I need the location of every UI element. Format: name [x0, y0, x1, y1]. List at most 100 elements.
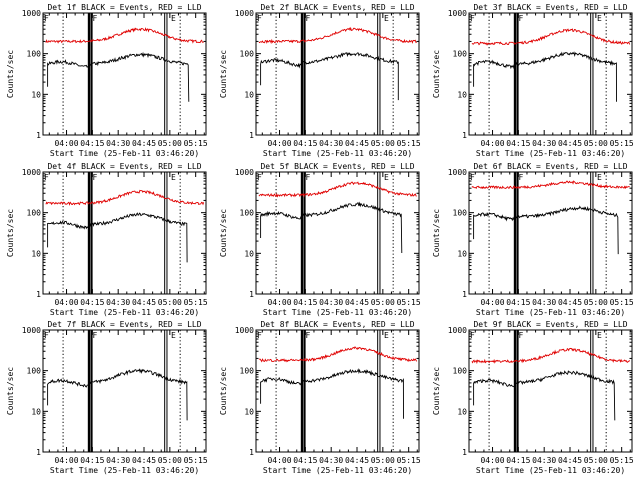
region-marker: F [518, 331, 523, 340]
series-events-line [47, 368, 188, 421]
y-tick-label: 10 [31, 407, 41, 416]
x-tick-label: 05:15 [184, 456, 208, 465]
y-tick-label: 100 [27, 367, 42, 376]
plot-frame [468, 171, 633, 295]
region-marker: F [257, 14, 262, 23]
x-tick-label: 04:00 [480, 456, 504, 465]
subplot-3: Det 3f BLACK = Events, RED = LLD Counts/s… [432, 3, 634, 158]
series-lld-line [45, 27, 204, 44]
x-axis-label: Start Time (25-Feb-11 03:46:20) [476, 308, 625, 317]
x-axis-label: Start Time (25-Feb-11 03:46:20) [50, 149, 199, 158]
region-marker: F [92, 14, 97, 23]
subplot-title: Det 4f BLACK = Events, RED = LLD [47, 162, 201, 171]
x-tick-label: 04:45 [558, 139, 582, 148]
x-tick-label: 04:00 [267, 139, 291, 148]
y-tick-label: 100 [27, 50, 42, 59]
region-marker: E [171, 14, 176, 23]
y-tick-label: 1 [249, 448, 254, 457]
series-lld-line [258, 346, 418, 363]
x-tick-label: 04:45 [132, 456, 156, 465]
region-marker: E [597, 331, 602, 340]
subplot-1: Det 1f BLACK = Events, RED = LLD Counts/s… [6, 3, 208, 158]
x-tick-label: 04:30 [532, 139, 556, 148]
x-tick-label: 04:00 [267, 298, 291, 307]
y-tick-label: 1000 [235, 9, 254, 18]
y-axis-label: Counts/sec [6, 367, 15, 415]
y-axis-label: Counts/sec [219, 209, 228, 257]
y-axis-label: Counts/sec [432, 367, 441, 415]
x-tick-label: 05:15 [397, 298, 421, 307]
y-tick-label: 10 [244, 249, 254, 258]
x-tick-label: 04:45 [558, 456, 582, 465]
region-marker: F [44, 331, 49, 340]
x-tick-label: 04:15 [293, 139, 317, 148]
x-tick-label: 05:00 [584, 456, 608, 465]
x-tick-label: 05:00 [158, 139, 182, 148]
x-tick-label: 04:30 [532, 298, 556, 307]
x-tick-label: 05:00 [158, 456, 182, 465]
x-tick-label: 04:30 [319, 139, 343, 148]
subplot-6: Det 6f BLACK = Events, RED = LLD Counts/s… [432, 162, 634, 317]
plot-frame [42, 171, 207, 295]
subplot-title: Det 9f BLACK = Events, RED = LLD [473, 320, 627, 329]
region-marker: E [597, 14, 602, 23]
x-tick-label: 05:00 [371, 456, 395, 465]
x-tick-label: 05:15 [397, 456, 421, 465]
y-tick-label: 1000 [22, 9, 41, 18]
x-axis-label: Start Time (25-Feb-11 03:46:20) [50, 308, 199, 317]
region-marker: F [92, 173, 97, 182]
y-tick-label: 1000 [235, 168, 254, 177]
plot-frame [42, 329, 207, 453]
y-tick-label: 100 [453, 209, 468, 218]
subplot-title: Det 8f BLACK = Events, RED = LLD [260, 320, 414, 329]
region-marker: F [257, 173, 262, 182]
subplot-7: Det 7f BLACK = Events, RED = LLD Counts/s… [6, 320, 208, 475]
x-tick-label: 04:00 [54, 298, 78, 307]
x-axis-label: Start Time (25-Feb-11 03:46:20) [263, 308, 412, 317]
y-axis-label: Counts/sec [219, 50, 228, 98]
region-marker: F [44, 14, 49, 23]
region-marker: F [257, 331, 262, 340]
subplot-title: Det 3f BLACK = Events, RED = LLD [473, 3, 627, 12]
x-tick-label: 04:45 [345, 139, 369, 148]
x-tick-label: 04:15 [80, 139, 104, 148]
x-tick-label: 04:30 [106, 298, 130, 307]
subplot-title: Det 5f BLACK = Events, RED = LLD [260, 162, 414, 171]
series-events-line [260, 201, 403, 254]
y-axis-label: Counts/sec [219, 367, 228, 415]
x-axis-label: Start Time (25-Feb-11 03:46:20) [50, 466, 199, 475]
y-tick-label: 100 [27, 209, 42, 218]
x-tick-label: 04:45 [132, 298, 156, 307]
x-tick-label: 05:00 [584, 139, 608, 148]
y-tick-label: 1 [462, 290, 467, 299]
y-tick-label: 10 [244, 407, 254, 416]
x-tick-label: 04:45 [345, 456, 369, 465]
plot-frame [255, 329, 420, 453]
x-tick-label: 05:15 [610, 456, 634, 465]
region-marker: F [92, 331, 97, 340]
series-events-line [47, 212, 188, 263]
series-events-line [260, 52, 399, 101]
x-tick-label: 05:15 [397, 139, 421, 148]
series-events-line [473, 370, 616, 421]
region-marker: F [470, 331, 475, 340]
y-tick-label: 1 [462, 131, 467, 140]
series-lld-line [471, 28, 631, 46]
x-tick-label: 04:45 [132, 139, 156, 148]
plot-frame [255, 12, 420, 136]
region-marker: F [518, 14, 523, 23]
x-tick-label: 04:15 [80, 456, 104, 465]
subplot-title: Det 2f BLACK = Events, RED = LLD [260, 3, 414, 12]
y-tick-label: 1000 [22, 326, 41, 335]
x-tick-label: 04:30 [106, 456, 130, 465]
region-marker: F [305, 331, 310, 340]
subplot-title: Det 6f BLACK = Events, RED = LLD [473, 162, 627, 171]
series-lld-line [258, 181, 417, 198]
x-tick-label: 05:15 [184, 139, 208, 148]
plot-frame [468, 329, 633, 453]
x-tick-label: 04:15 [293, 456, 317, 465]
plot-frame [42, 12, 207, 136]
series-lld-line [471, 347, 631, 365]
x-tick-label: 04:00 [480, 139, 504, 148]
